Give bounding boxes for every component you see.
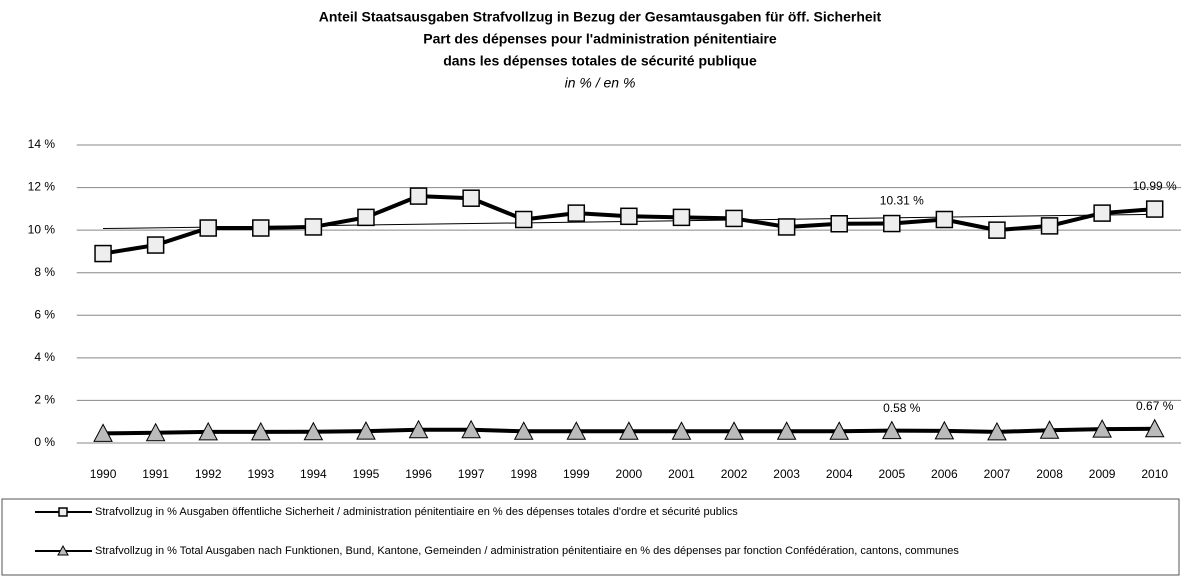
marker bbox=[513, 421, 534, 440]
marker bbox=[620, 207, 638, 226]
x-tick-label: 1994 bbox=[300, 467, 327, 481]
marker bbox=[725, 209, 743, 228]
marker bbox=[988, 221, 1006, 239]
marker bbox=[198, 421, 219, 441]
marker bbox=[303, 421, 324, 441]
legend-label: Strafvollzug in % Total Ausgaben nach Fu… bbox=[95, 545, 959, 557]
x-tick-label: 1995 bbox=[353, 467, 380, 481]
chart-title: dans les dépenses totales de sécurité pu… bbox=[443, 53, 757, 69]
x-tick-label: 2006 bbox=[931, 467, 958, 481]
data-label: 10.31 % bbox=[880, 194, 924, 208]
marker bbox=[776, 421, 797, 440]
x-tick-label: 2002 bbox=[721, 467, 748, 481]
marker bbox=[881, 420, 902, 440]
marker bbox=[671, 421, 692, 440]
legend-box bbox=[1, 498, 1180, 576]
marker bbox=[567, 204, 586, 222]
marker bbox=[357, 208, 375, 227]
marker bbox=[58, 507, 68, 517]
marker bbox=[1093, 204, 1111, 222]
marker bbox=[935, 210, 954, 229]
marker bbox=[304, 218, 323, 236]
marker bbox=[1092, 419, 1112, 438]
marker bbox=[146, 236, 165, 254]
marker bbox=[462, 189, 480, 207]
marker bbox=[672, 208, 691, 227]
marker bbox=[408, 419, 429, 439]
x-tick-label: 1999 bbox=[563, 467, 590, 481]
marker bbox=[829, 421, 850, 440]
x-tick-label: 2000 bbox=[616, 467, 643, 481]
marker bbox=[514, 210, 533, 229]
marker bbox=[199, 219, 217, 237]
marker bbox=[252, 219, 270, 237]
marker bbox=[1145, 200, 1164, 218]
marker bbox=[1040, 217, 1059, 235]
x-tick-label: 2003 bbox=[773, 467, 800, 481]
x-tick-label: 2004 bbox=[826, 467, 853, 481]
marker bbox=[461, 419, 481, 439]
y-tick-label: 4 % bbox=[34, 350, 55, 364]
data-label: 0.67 % bbox=[1136, 399, 1174, 413]
chart-title: Part des dépenses pour l'administration … bbox=[423, 31, 777, 47]
chart-subtitle: in % / en % bbox=[565, 75, 636, 91]
x-tick-label: 2009 bbox=[1089, 467, 1116, 481]
x-tick-label: 2008 bbox=[1036, 467, 1063, 481]
y-tick-label: 10 % bbox=[28, 222, 56, 236]
x-tick-label: 2005 bbox=[878, 467, 905, 481]
marker bbox=[566, 421, 587, 440]
x-tick-label: 2007 bbox=[984, 467, 1011, 481]
x-tick-label: 1992 bbox=[195, 467, 222, 481]
y-tick-label: 2 % bbox=[34, 393, 55, 407]
x-tick-label: 2001 bbox=[668, 467, 695, 481]
x-tick-label: 1997 bbox=[458, 467, 485, 481]
marker bbox=[934, 420, 955, 440]
x-tick-label: 1996 bbox=[405, 467, 432, 481]
x-tick-label: 1991 bbox=[142, 467, 169, 481]
y-tick-label: 8 % bbox=[34, 265, 55, 279]
marker bbox=[356, 421, 376, 440]
marker bbox=[830, 215, 848, 233]
data-label: 0.58 % bbox=[883, 401, 921, 415]
marker bbox=[409, 187, 428, 205]
x-tick-label: 1990 bbox=[90, 467, 117, 481]
marker bbox=[145, 422, 166, 442]
y-tick-label: 0 % bbox=[34, 435, 55, 449]
y-tick-label: 14 % bbox=[28, 137, 56, 151]
legend-label: Strafvollzug in % Ausgaben öffentliche S… bbox=[95, 506, 738, 518]
marker bbox=[1144, 418, 1165, 438]
chart-title: Anteil Staatsausgaben Strafvollzug in Be… bbox=[319, 9, 882, 25]
marker bbox=[57, 544, 69, 556]
marker bbox=[724, 421, 744, 440]
y-tick-label: 12 % bbox=[28, 180, 56, 194]
marker bbox=[987, 421, 1007, 441]
data-label: 10.99 % bbox=[1133, 179, 1177, 193]
marker bbox=[777, 218, 796, 236]
marker bbox=[619, 421, 639, 440]
marker bbox=[94, 244, 112, 263]
marker bbox=[883, 214, 901, 233]
marker bbox=[1039, 420, 1060, 439]
y-tick-label: 6 % bbox=[34, 307, 55, 321]
x-tick-label: 2010 bbox=[1141, 467, 1168, 481]
x-tick-label: 1993 bbox=[247, 467, 274, 481]
marker bbox=[250, 421, 271, 441]
marker bbox=[93, 423, 113, 442]
x-tick-label: 1998 bbox=[510, 467, 537, 481]
